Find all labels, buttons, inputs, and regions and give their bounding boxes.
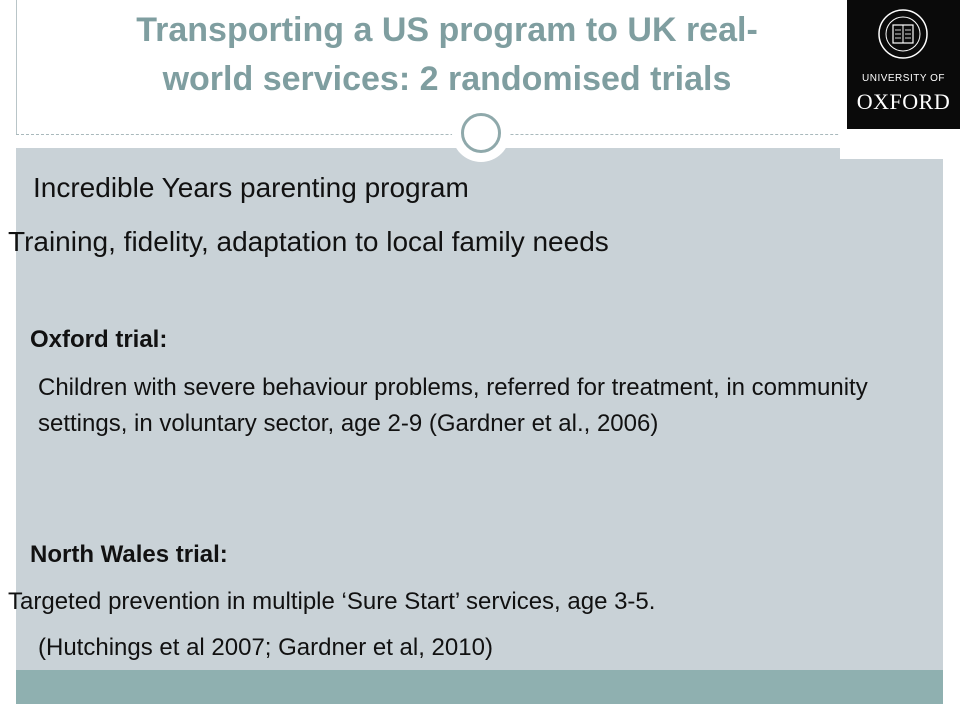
logo-box: UNIVERSITY OF OXFORD	[847, 0, 960, 129]
wales-trial-refs: (Hutchings et al 2007; Gardner et al, 20…	[38, 634, 493, 661]
ring-inner	[461, 113, 501, 153]
title-line-2: world services: 2 randomised trials	[162, 60, 732, 98]
ring-ornament-icon	[452, 104, 510, 162]
logo-oxford-wordmark: OXFORD	[856, 89, 951, 114]
oxford-trial-heading: Oxford trial:	[30, 326, 168, 353]
wales-trial-text: Targeted prevention in multiple ‘Sure St…	[8, 588, 656, 615]
footer-band	[16, 670, 943, 704]
oxford-logo: UNIVERSITY OF OXFORD	[840, 0, 960, 159]
oxford-trial-text: Children with severe behaviour problems,…	[38, 374, 868, 437]
wales-trial-heading: North Wales trial:	[30, 541, 228, 568]
content-panel	[16, 148, 943, 670]
university-seal-icon	[878, 9, 928, 59]
slide-title: Transporting a US program to UK real- wo…	[22, 6, 872, 104]
logo-university-of: UNIVERSITY OF	[862, 73, 945, 84]
title-line-1: Transporting a US program to UK real-	[136, 11, 758, 49]
training-line: Training, fidelity, adaptation to local …	[8, 226, 609, 257]
program-line: Incredible Years parenting program	[33, 172, 469, 203]
